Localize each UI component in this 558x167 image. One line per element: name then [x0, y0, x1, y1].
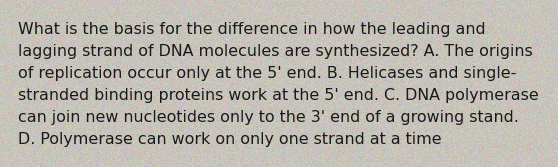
- Text: can join new nucleotides only to the 3' end of a growing stand.: can join new nucleotides only to the 3' …: [18, 110, 519, 125]
- Text: D. Polymerase can work on only one strand at a time: D. Polymerase can work on only one stran…: [18, 132, 441, 147]
- Text: lagging strand of DNA molecules are synthesized? A. The origins: lagging strand of DNA molecules are synt…: [18, 44, 533, 59]
- Text: of replication occur only at the 5' end. B. Helicases and single-: of replication occur only at the 5' end.…: [18, 66, 516, 81]
- Text: stranded binding proteins work at the 5' end. C. DNA polymerase: stranded binding proteins work at the 5'…: [18, 88, 539, 103]
- Text: What is the basis for the difference in how the leading and: What is the basis for the difference in …: [18, 22, 485, 37]
